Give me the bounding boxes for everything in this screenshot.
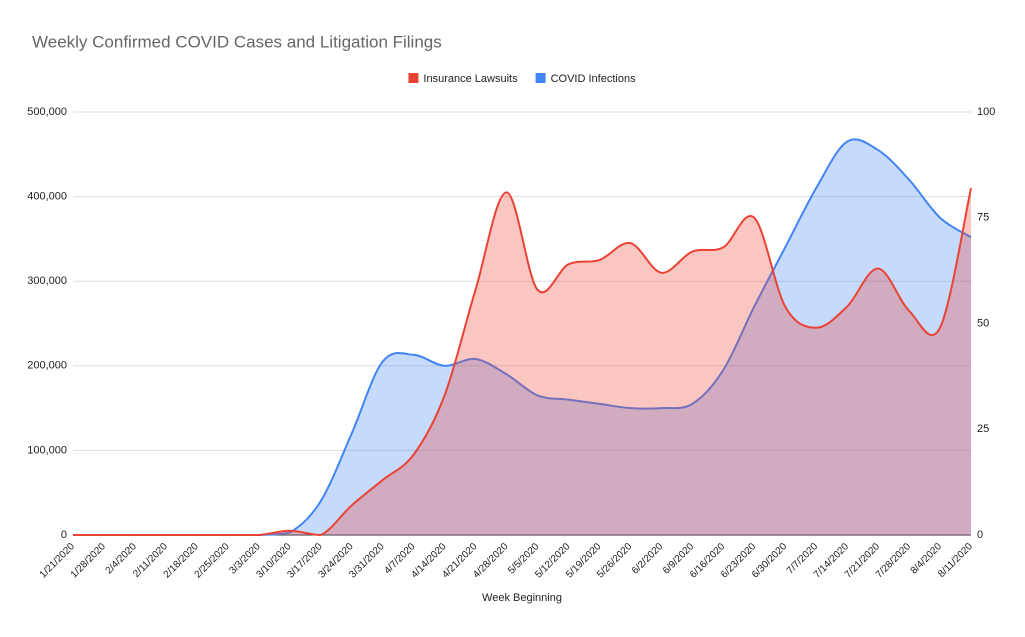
legend-label: COVID Infections [551,73,636,85]
y2-tick-label: 75 [977,212,989,224]
legend: Insurance Lawsuits COVID Infections [408,73,636,85]
line [73,187,972,537]
area [73,139,971,536]
y2-tick-label: 25 [977,423,989,435]
y-tick-label: 100,000 [27,444,67,456]
y2-tick-label: 0 [977,529,983,541]
legend-swatch [408,73,419,83]
x-tick-label: 6/2/2020 [630,541,666,577]
x-tick-label: 8/11/2020 [936,541,975,580]
y-tick-label: 400,000 [27,191,67,203]
x-axis-title: Week Beginning [482,592,562,604]
y-tick-label: 500,000 [27,106,67,118]
y-tick-label: 300,000 [27,275,67,287]
y2-tick-label: 50 [977,317,989,329]
y-tick-label: 200,000 [27,360,67,372]
chart-title: Weekly Confirmed COVID Cases and Litigat… [32,32,442,51]
legend-swatch [535,73,546,83]
legend-label: Insurance Lawsuits [423,73,518,85]
area [73,188,971,535]
y2-tick-label: 100 [977,106,995,118]
y-tick-label: 0 [61,529,67,541]
